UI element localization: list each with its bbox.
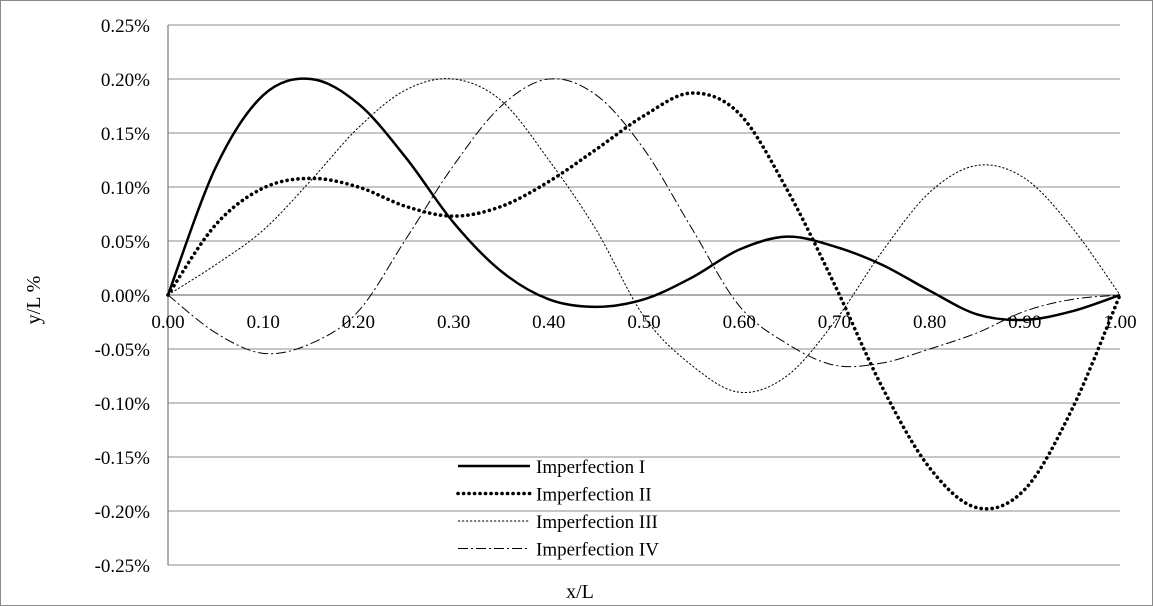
legend-label: Imperfection IV [536, 540, 659, 561]
y-tick-label: -0.15% [95, 448, 151, 469]
y-tick-label: 0.20% [101, 70, 150, 91]
legend-label: Imperfection I [536, 457, 645, 478]
y-tick-label: -0.05% [95, 340, 151, 361]
y-tick-label: -0.25% [95, 556, 151, 577]
x-tick-label: 0.60 [723, 312, 756, 333]
y-tick-label: 0.25% [101, 16, 150, 37]
x-axis-title: x/L [566, 581, 594, 603]
y-tick-label: 0.00% [101, 286, 150, 307]
x-tick-label: 0.50 [627, 312, 660, 333]
y-tick-label: -0.20% [95, 502, 151, 523]
x-tick-label: 0.30 [437, 312, 470, 333]
x-tick-label: 0.80 [913, 312, 946, 333]
x-tick-label: 0.70 [818, 312, 851, 333]
y-axis-title: y/L % [23, 276, 45, 325]
series-line [167, 78, 1121, 368]
x-tick-label: 1.00 [1103, 312, 1136, 333]
grid-lines [167, 24, 1120, 566]
y-tick-label: 0.10% [101, 178, 150, 199]
legend-label: Imperfection III [536, 512, 658, 533]
series-line [166, 77, 1121, 322]
x-tick-label: 0.20 [342, 312, 375, 333]
x-tick-label: 0.10 [247, 312, 280, 333]
y-tick-label: 0.05% [101, 232, 150, 253]
x-tick-labels: 0.00 0.10 0.20 0.30 0.40 0.50 0.60 0.70 0.80 0.90… [151, 312, 1136, 333]
y-tick-label: 0.15% [101, 124, 150, 145]
legend-label: Imperfection II [536, 485, 652, 506]
x-tick-label: 0.90 [1008, 312, 1041, 333]
y-tick-labels: 0.25% 0.20% 0.15% 0.10% 0.05% 0.00% -0.05% -0.1… [95, 16, 151, 577]
x-tick-label: 0.40 [532, 312, 565, 333]
series-line [166, 91, 1122, 511]
x-tick-label: 0.00 [151, 312, 184, 333]
series-lines [166, 77, 1122, 511]
series-line [167, 78, 1121, 393]
legend: Imperfection I Imperfection II Imperfectio… [456, 457, 659, 561]
y-tick-label: -0.10% [95, 394, 151, 415]
